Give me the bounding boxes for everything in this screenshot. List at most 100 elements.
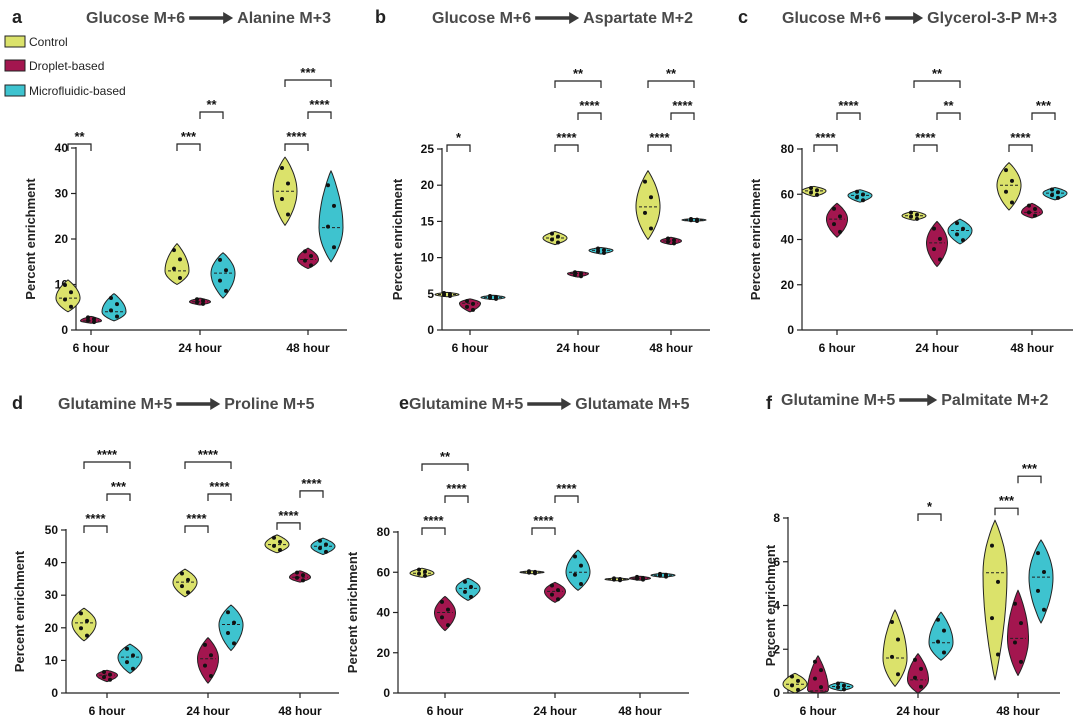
violin-droplet-based-2	[297, 247, 319, 270]
bracket-line	[1031, 112, 1056, 120]
data-point	[108, 677, 112, 682]
significance-bracket: ****	[184, 511, 209, 533]
data-point	[463, 579, 467, 584]
data-point	[955, 221, 959, 226]
data-point	[796, 678, 800, 683]
y-tick-label: 0	[61, 323, 68, 337]
data-point	[815, 192, 819, 197]
significance-stars: ***	[111, 479, 127, 494]
data-point	[955, 232, 959, 237]
bracket-line	[67, 143, 92, 151]
data-point	[469, 594, 473, 599]
y-tick-label: 60	[377, 565, 391, 579]
significance-bracket: ****	[444, 481, 469, 503]
data-point	[278, 539, 282, 544]
y-tick-label: 2	[773, 642, 780, 656]
data-point	[108, 672, 112, 677]
data-point	[1056, 195, 1060, 200]
significance-bracket: ****	[83, 511, 108, 533]
significance-bracket: **	[913, 66, 961, 88]
bracket-line	[836, 112, 861, 120]
data-point	[469, 584, 473, 589]
significance-bracket: **	[554, 66, 602, 88]
panel-title-to: Aspartate M+2	[583, 10, 693, 27]
legend-label-control: Control	[29, 35, 68, 49]
y-tick-label: 60	[781, 187, 795, 201]
data-point	[836, 681, 840, 686]
data-point	[672, 238, 676, 243]
significance-bracket: ****	[836, 98, 861, 120]
bracket-line	[446, 144, 471, 152]
data-point	[1042, 607, 1046, 612]
bracket-line	[577, 112, 602, 120]
data-point	[226, 610, 230, 615]
data-point	[172, 248, 176, 253]
arrow-head-icon	[210, 398, 221, 410]
bracket-line	[670, 112, 695, 120]
y-tick-label: 6	[773, 555, 780, 569]
significance-bracket: ****	[647, 130, 672, 152]
violin-droplet-based-1	[926, 220, 948, 268]
data-point	[672, 241, 676, 246]
x-tick-label: 24 hour	[178, 341, 222, 355]
data-point	[115, 314, 119, 319]
violin-control-0	[71, 607, 97, 642]
data-point	[890, 654, 894, 659]
data-point	[896, 672, 900, 677]
significance-bracket: **	[421, 449, 469, 471]
y-tick-label: 0	[773, 686, 780, 700]
panel-title-to: Glycerol-3-P M+3	[927, 10, 1057, 27]
significance-stars: ****	[556, 130, 577, 145]
data-point	[417, 571, 421, 576]
data-point	[324, 542, 328, 547]
data-point	[556, 234, 560, 239]
data-point	[579, 563, 583, 568]
data-point	[131, 666, 135, 671]
violin-control-2	[982, 519, 1008, 681]
data-point	[643, 179, 647, 184]
data-point	[915, 212, 919, 217]
significance-bracket: ****	[83, 447, 131, 469]
data-point	[125, 646, 129, 651]
significance-stars: ****	[1010, 130, 1031, 145]
data-point	[1013, 601, 1017, 606]
data-point	[286, 212, 290, 217]
significance-stars: ****	[309, 97, 330, 112]
violin-microfluidic-based-2	[650, 572, 676, 578]
violin-control-2	[272, 156, 298, 226]
data-point	[178, 257, 182, 262]
significance-stars: ****	[423, 513, 444, 528]
significance-bracket: ****	[554, 481, 579, 503]
significance-bracket: ***	[994, 493, 1019, 516]
data-point	[172, 266, 176, 271]
significance-stars: **	[932, 66, 943, 81]
data-point	[272, 535, 276, 540]
data-point	[855, 195, 859, 200]
bracket-line	[913, 80, 961, 88]
x-tick-label: 48 hour	[286, 341, 330, 355]
data-point	[961, 226, 965, 231]
arrow-head-icon	[913, 12, 924, 24]
violin-droplet-based-2	[289, 570, 311, 583]
bracket-line	[83, 461, 131, 469]
data-point	[861, 192, 865, 197]
data-point	[224, 268, 228, 273]
data-point	[579, 581, 583, 586]
violin-control-2	[264, 534, 290, 554]
data-point	[913, 675, 917, 680]
data-point	[318, 538, 322, 543]
y-axis-label: Percent enrichment	[12, 550, 27, 672]
panel-title-to: Glutamate M+5	[575, 396, 689, 413]
data-point	[86, 315, 90, 320]
bracket-line	[813, 144, 838, 152]
data-point	[790, 674, 794, 679]
x-tick-label: 24 hour	[915, 341, 959, 355]
significance-bracket: ****	[207, 479, 232, 501]
y-tick-label: 40	[45, 556, 59, 570]
significance-bracket: ****	[531, 513, 556, 535]
significance-stars: ****	[209, 479, 230, 494]
data-point	[689, 218, 693, 223]
panel-letter: f	[766, 393, 773, 413]
bracket-line	[647, 80, 695, 88]
